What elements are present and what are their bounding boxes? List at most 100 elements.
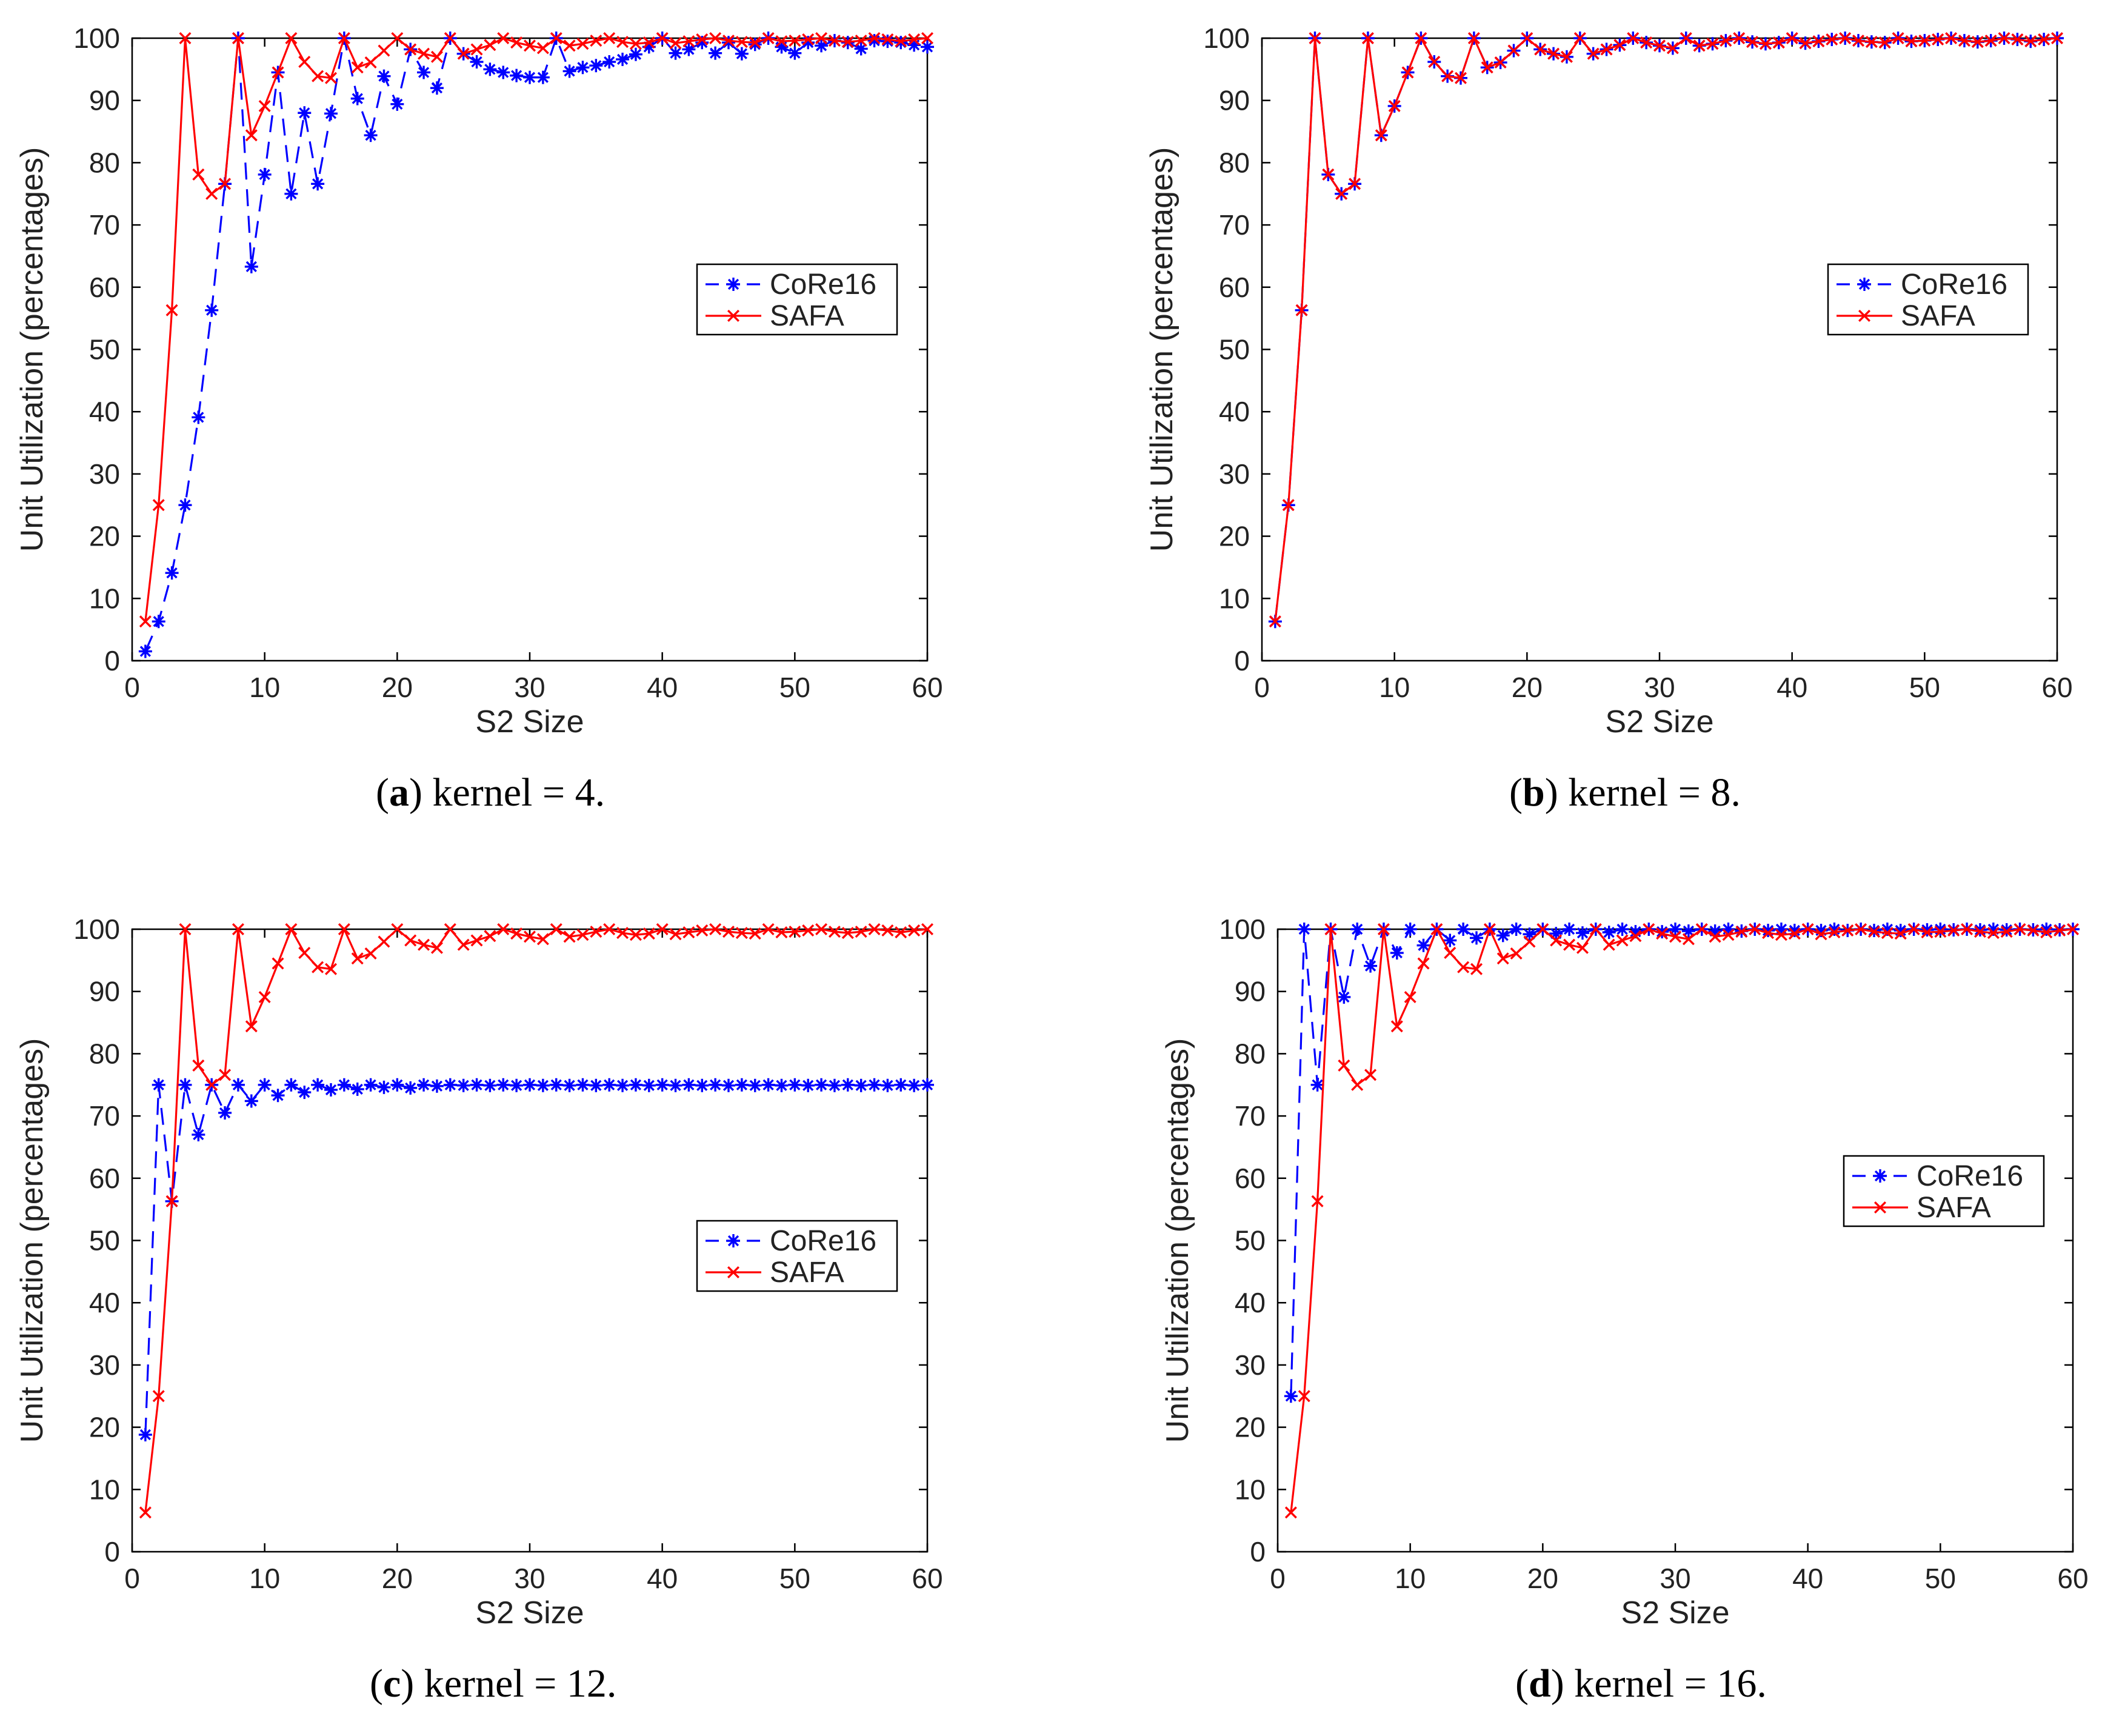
data-point-safa [1388,99,1401,112]
data-point-core16 [788,1078,802,1092]
data-point-safa [1454,72,1467,84]
data-point-safa [497,923,510,936]
data-point-core16 [165,566,179,580]
data-point-core16 [298,1086,312,1100]
data-point-safa [1494,56,1507,69]
y-tick-label: 10 [89,1474,120,1505]
data-point-safa [1799,37,1812,50]
x-tick-label: 0 [124,672,140,703]
data-point-safa [378,935,390,948]
caption-text: kernel = 16. [1574,1661,1767,1706]
data-point-safa [1839,32,1852,45]
data-point-core16 [788,46,802,60]
data-point-safa [1974,926,1986,938]
y-tick-label: 80 [89,147,120,178]
data-point-safa [1709,930,1721,943]
data-point-safa [1282,499,1295,512]
data-point-safa [1576,941,1589,954]
data-point-core16 [523,70,536,84]
data-point-core16 [761,1078,775,1092]
data-point-safa [139,1506,152,1519]
series-line-safa [144,928,928,1513]
data-point-safa [245,129,258,142]
data-point-safa [1961,923,1974,936]
data-point-core16 [1390,946,1404,960]
x-tick-label: 60 [912,1563,943,1594]
data-point-core16 [192,1127,205,1141]
data-point-safa [1762,927,1775,940]
data-point-core16 [430,81,444,95]
legend-label-core16: CoRe16 [1901,269,2007,301]
data-point-safa [1521,32,1533,45]
data-point-core16 [576,61,590,75]
caption-a: (a) kernel = 4. [376,770,606,815]
legend-label-safa: SAFA [770,300,844,332]
data-point-safa [1361,32,1374,45]
data-point-safa [457,938,470,951]
y-tick-label: 100 [73,22,120,54]
y-tick-label: 0 [104,1536,120,1567]
data-point-core16 [602,1078,616,1092]
data-point-core16 [854,42,868,56]
x-tick-label: 40 [647,1563,678,1594]
y-tick-label: 90 [89,976,120,1007]
data-point-safa [1643,923,1655,936]
data-point-safa [603,923,616,936]
data-point-core16 [867,34,881,48]
data-point-core16 [1470,931,1483,945]
data-point-safa [364,947,377,960]
data-point-safa [1324,923,1337,936]
data-point-core16 [258,167,272,181]
data-point-safa [1401,66,1414,79]
data-point-safa [590,35,602,47]
x-axis-label: S2 Size [1621,1595,1729,1631]
data-point-core16 [1496,929,1510,943]
data-point-safa [656,923,669,936]
data-point-safa [895,35,907,48]
x-axis-label: S2 Size [475,1595,584,1631]
data-point-safa [285,32,298,45]
chart-panel-a: 0 10 20 30 40 50 60 0 10 20 30 40 50 60 70 80 90 100 S2 Si… [15,22,943,739]
caption-letter: c [382,1661,401,1706]
data-point-core16 [881,1078,895,1092]
y-tick-label: 60 [89,272,120,303]
data-point-core16 [602,55,616,69]
data-point-core16 [589,59,603,73]
x-tick-label: 10 [249,1563,280,1594]
y-tick-label: 30 [89,458,120,490]
chart-panel-b: 0 10 20 30 40 50 60 0 10 20 30 40 50 60 70 80 90 100 S2 Si… [1144,22,2073,739]
x-tick-label: 20 [1512,672,1543,703]
data-point-core16 [244,1094,258,1108]
data-point-core16 [337,1078,351,1092]
data-point-safa [2000,926,2013,938]
data-point-safa [391,32,404,45]
data-point-core16 [669,46,682,60]
data-point-safa [1587,47,1600,60]
data-point-core16 [695,1078,709,1092]
data-point-safa [1338,1059,1350,1072]
data-point-core16 [1973,923,1987,937]
data-point-safa [272,957,284,970]
data-point-safa [404,43,417,56]
data-point-safa [563,930,576,943]
data-point-safa [272,66,284,79]
data-point-safa [418,938,430,951]
y-tick-label: 100 [73,913,120,945]
data-point-core16 [682,42,696,56]
data-point-safa [1987,927,2000,940]
data-point-safa [510,36,523,49]
data-point-core16 [496,65,510,79]
data-point-safa [1921,926,1934,939]
y-tick-label: 0 [104,645,120,676]
data-point-safa [1322,168,1335,181]
data-point-safa [1284,1506,1297,1519]
y-tick-label: 40 [89,1287,120,1318]
data-point-safa [576,929,589,941]
data-point-safa [2054,924,2066,937]
data-point-core16 [2040,923,2054,936]
legend-label-core16: CoRe16 [770,1225,876,1257]
data-point-safa [828,35,841,47]
data-point-core16 [827,1078,841,1092]
chart-panel-c: 0 10 20 30 40 50 60 0 10 20 30 40 50 60 70 80 90 100 S2 Si… [15,913,943,1631]
data-point-core16 [404,1081,418,1095]
